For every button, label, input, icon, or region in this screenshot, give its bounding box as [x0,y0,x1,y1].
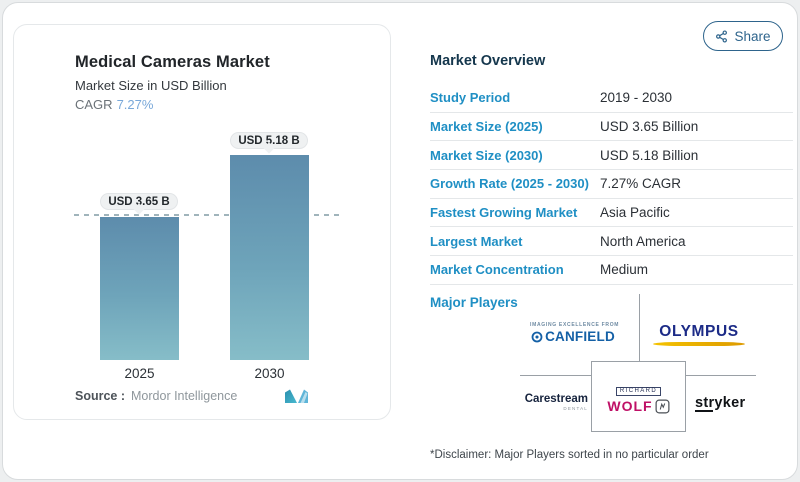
overview-table: Study Period 2019 - 2030 Market Size (20… [430,84,793,285]
table-row: Fastest Growing Market Asia Pacific [430,199,793,228]
logo-canfield: IMAGING EXCELLENCE FROM CANFIELD [530,322,620,344]
table-row: Market Size (2030) USD 5.18 Billion [430,141,793,171]
carestream-wordmark: Carestream [524,393,588,405]
players-connector-vertical [639,294,640,361]
share-button-label: Share [734,28,771,44]
row-label: Largest Market [430,233,523,249]
bar-value-label-2025: USD 3.65 B [100,193,178,210]
richard-wolf-wordmark: WOLF [607,398,653,414]
logo-richard-wolf: RICHARD WOLF [607,379,670,414]
bar-2025 [100,217,179,360]
bar-value-label-2030: USD 5.18 B [230,132,308,149]
source-value: Mordor Intelligence [131,389,238,403]
olympus-wordmark: OLYMPUS [659,323,739,340]
table-row: Market Size (2025) USD 3.65 Billion [430,113,793,142]
canfield-wordmark: CANFIELD [545,329,615,344]
row-value: USD 5.18 Billion [600,147,699,163]
canfield-tagline: IMAGING EXCELLENCE FROM [530,322,620,328]
richard-wolf-emblem-icon [655,399,670,413]
row-label: Market Size (2030) [430,147,543,163]
olympus-gold-swoosh [653,342,745,346]
table-row: Market Concentration Medium [430,256,793,285]
table-row: Growth Rate (2025 - 2030) 7.27% CAGR [430,170,793,199]
row-label: Fastest Growing Market [430,205,578,221]
row-value: 2019 - 2030 [600,90,673,106]
players-center-box: RICHARD WOLF [591,361,686,432]
row-label: Growth Rate (2025 - 2030) [430,176,589,192]
disclaimer-text: *Disclaimer: Major Players sorted in no … [430,449,709,461]
cagr-value: 7.27% [116,97,154,112]
row-label: Market Concentration [430,262,564,278]
carestream-dental-label: DENTAL [563,405,588,411]
logo-stryker: stryker [695,394,745,412]
row-value: USD 3.65 Billion [600,119,699,135]
row-value: Asia Pacific [600,205,670,221]
chart-title: Medical Cameras Market [75,53,270,71]
stryker-underline [695,410,713,412]
x-axis-label-2025: 2025 [124,366,155,381]
richard-wolf-top-wordmark: RICHARD [615,386,662,396]
table-row: Study Period 2019 - 2030 [430,84,793,113]
reference-dashed-line [74,214,340,216]
logo-carestream: Carestream DENTAL [522,393,588,411]
x-axis-label-2030: 2030 [254,366,285,381]
canfield-aperture-icon [531,331,543,342]
major-players-label: Major Players [430,295,518,310]
carestream-swoosh-icon [522,398,523,400]
cagr-line: CAGR 7.27% [75,97,153,112]
mordor-intelligence-logo-icon [284,388,310,409]
source-label: Source : [75,389,126,403]
logo-olympus: OLYMPUS [653,323,745,346]
cagr-label: CAGR [75,97,113,112]
overview-title: Market Overview [430,53,546,69]
row-value: Medium [600,262,649,278]
row-label: Study Period [430,90,511,106]
players-connector-right [686,375,756,376]
chart-panel: Medical Cameras Market Market Size in US… [13,24,391,420]
bar-2030 [230,155,309,360]
chart-subtitle: Market Size in USD Billion [75,78,227,93]
table-row: Largest Market North America [430,227,793,257]
stryker-wordmark: stryker [695,395,746,411]
source-row: Source : Mordor Intelligence [75,389,237,403]
row-label: Market Size (2025) [430,119,543,135]
row-value: North America [600,233,686,249]
share-icon [716,29,728,43]
share-button[interactable]: Share [703,21,783,51]
row-value: 7.27% CAGR [600,176,682,192]
players-connector-left [520,375,591,376]
